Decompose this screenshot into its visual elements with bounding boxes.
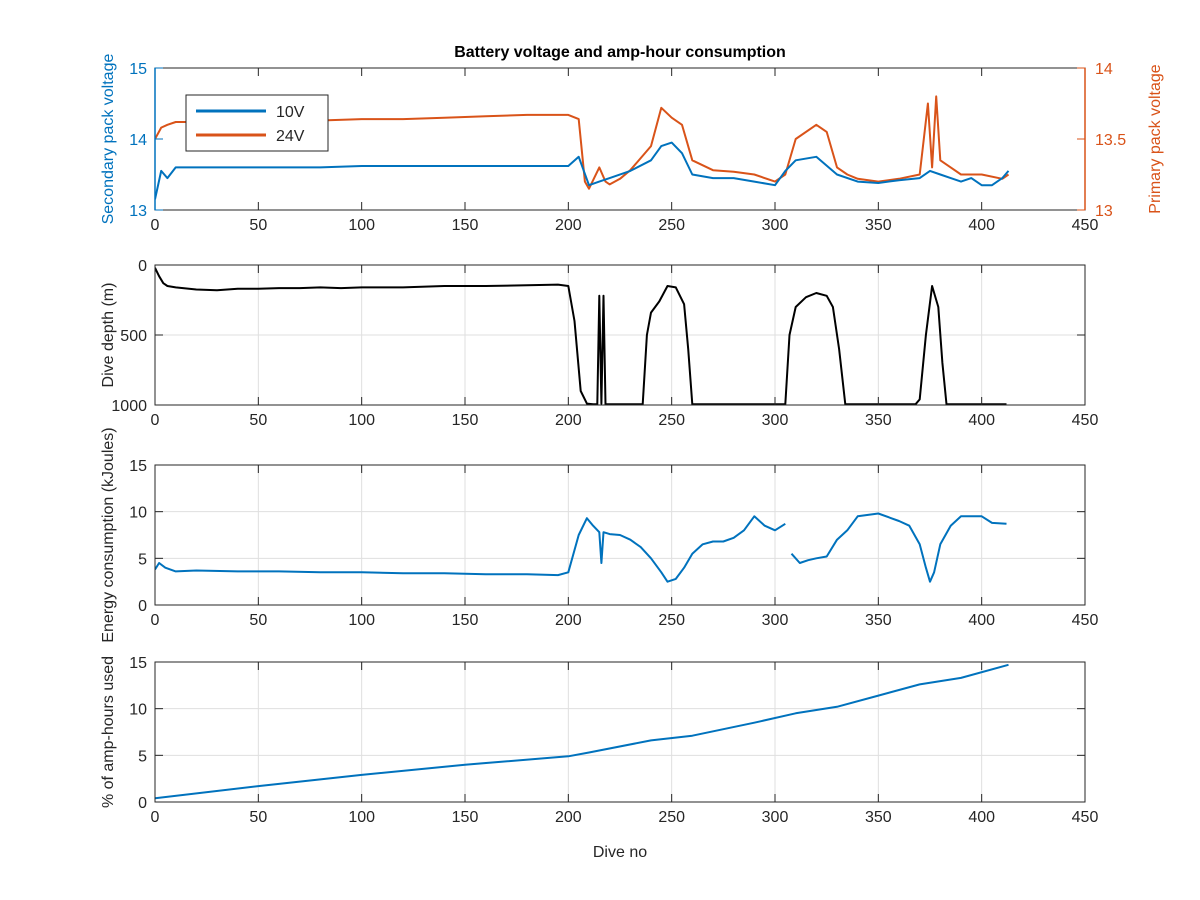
x-tick-label: 300	[762, 809, 789, 826]
axes-box	[154, 464, 1086, 606]
y-tick-label: 0	[138, 258, 147, 275]
x-tick-label: 100	[348, 612, 375, 629]
x-tick-label: 200	[555, 217, 582, 234]
x-tick-label: 150	[452, 809, 479, 826]
y-tick-label: 14	[129, 132, 147, 149]
x-tick-label: 250	[658, 217, 685, 234]
y-tick-label: 13	[129, 203, 147, 220]
y-tick-label: 5	[138, 748, 147, 765]
x-tick-label: 450	[1072, 217, 1099, 234]
data-lines	[155, 512, 1007, 583]
y-tick-label-right: 14	[1095, 61, 1113, 78]
y-tick-label: 10	[129, 505, 147, 522]
series-line-24V	[155, 95, 1010, 190]
x-tick-label: 200	[555, 412, 582, 429]
x-tick-label: 200	[555, 809, 582, 826]
y-axis-label-right: Primary pack voltage	[1147, 64, 1164, 213]
x-tick-label: 400	[968, 612, 995, 629]
x-tick-label: 350	[865, 612, 892, 629]
series-line-panel4	[155, 663, 1009, 800]
x-tick-label: 250	[658, 612, 685, 629]
y-tick-label-right: 13	[1095, 203, 1113, 220]
x-tick-label: 400	[968, 809, 995, 826]
y-tick-label: 15	[129, 655, 147, 672]
data-lines	[155, 267, 1007, 405]
x-tick-label: 450	[1072, 612, 1099, 629]
x-tick-label: 450	[1072, 412, 1099, 429]
series-line-panel3-seg2	[790, 512, 1007, 583]
y-tick-label: 0	[138, 795, 147, 812]
subplot-3: 0 50 100 150 200 250 300 350 400 450 0 5 10 15 Energy …	[100, 427, 1098, 642]
data-lines	[155, 95, 1010, 200]
y-axis-label: Dive depth (m)	[100, 283, 117, 388]
x-tick-label: 400	[968, 217, 995, 234]
legend-box	[185, 94, 329, 152]
x-tick-label: 0	[151, 412, 160, 429]
x-tick-label: 250	[658, 412, 685, 429]
y-tick-label: 1000	[111, 398, 147, 415]
subplot-2: 0 50 100 150 200 250 300 350 400 450 0 500 1000 Dive …	[100, 258, 1098, 429]
y-axis-label: % of amp-hours used	[100, 656, 117, 808]
y-tick-label: 15	[129, 61, 147, 78]
series-line-panel3-seg1	[155, 515, 786, 583]
x-tick-label: 0	[151, 612, 160, 629]
x-tick-label: 350	[865, 412, 892, 429]
figure-title: Battery voltage and amp-hour consumption	[454, 44, 786, 61]
x-tick-label: 0	[151, 217, 160, 234]
x-tick-label: 50	[249, 612, 267, 629]
x-tick-label: 150	[452, 412, 479, 429]
y-tick-label-right: 13.5	[1095, 132, 1126, 149]
x-tick-label: 50	[249, 809, 267, 826]
data-lines	[155, 663, 1009, 800]
x-tick-label: 400	[968, 412, 995, 429]
y-tick-label: 500	[120, 328, 147, 345]
x-tick-label: 300	[762, 412, 789, 429]
y-axis-label: Energy consumption (kJoules)	[100, 427, 117, 642]
series-line-10V	[155, 141, 1010, 200]
legend-label-24V: 24V	[276, 128, 305, 145]
x-tick-label: 350	[865, 809, 892, 826]
y-tick-label: 15	[129, 458, 147, 475]
x-tick-label: 200	[555, 612, 582, 629]
x-tick-label: 50	[249, 217, 267, 234]
x-tick-label: 50	[249, 412, 267, 429]
subplot-4: 0 50 100 150 200 250 300 350 400 450 0 5 10 15 % of am…	[100, 655, 1098, 861]
x-tick-label: 250	[658, 809, 685, 826]
x-tick-label: 100	[348, 809, 375, 826]
x-tick-label: 450	[1072, 809, 1099, 826]
x-tick-label: 300	[762, 217, 789, 234]
x-tick-label: 0	[151, 809, 160, 826]
plots-area: 0 50 100 150 200 250 300 350 400 450131415Seconda…	[100, 54, 1164, 861]
axes-box	[154, 661, 1086, 803]
x-tick-label: 150	[452, 612, 479, 629]
y-axis-label: Secondary pack voltage	[100, 54, 117, 225]
x-tick-label: 300	[762, 612, 789, 629]
x-axis-label: Dive no	[593, 844, 647, 861]
y-tick-label: 10	[129, 702, 147, 719]
x-tick-label: 100	[348, 412, 375, 429]
legend-label-10V: 10V	[276, 104, 305, 121]
y-tick-label: 5	[138, 551, 147, 568]
x-tick-label: 100	[348, 217, 375, 234]
series-line-panel2	[155, 267, 1007, 405]
x-tick-label: 350	[865, 217, 892, 234]
y-tick-label: 0	[138, 598, 147, 615]
subplot-1: 0 50 100 150 200 250 300 350 400 450131415Seconda…	[100, 54, 1164, 234]
x-tick-label: 150	[452, 217, 479, 234]
